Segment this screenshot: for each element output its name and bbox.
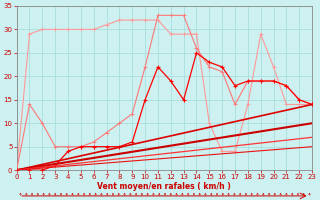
X-axis label: Vent moyen/en rafales ( km/h ): Vent moyen/en rafales ( km/h ) [98, 182, 231, 191]
